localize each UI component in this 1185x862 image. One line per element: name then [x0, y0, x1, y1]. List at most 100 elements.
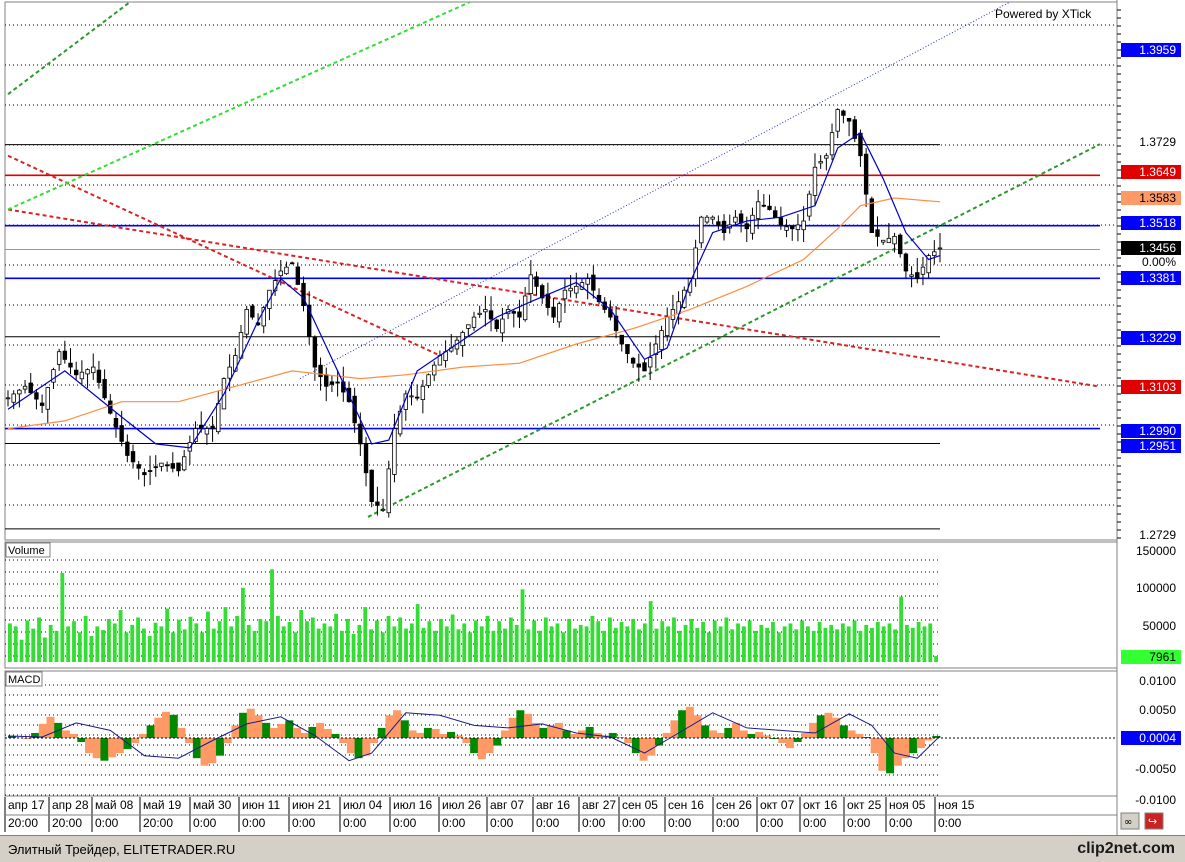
candle-body	[659, 330, 664, 350]
candle-body	[312, 336, 318, 368]
ma-short-line	[7, 131, 941, 449]
volume-bar	[852, 620, 857, 662]
macd-histogram-bar	[855, 733, 864, 738]
volume-bar	[194, 623, 199, 662]
volume-bar	[497, 621, 502, 662]
time-axis-time-label: 20:00	[8, 816, 38, 830]
volume-bar	[654, 628, 659, 662]
candle-body	[102, 379, 107, 399]
candle-body	[375, 501, 380, 506]
time-axis-date-label: ноя 15	[938, 798, 975, 812]
price-tag-label: 1.3583	[1139, 191, 1176, 205]
candle-body	[761, 204, 767, 207]
time-axis-time-label: 0:00	[803, 816, 827, 830]
candle-body	[909, 274, 914, 277]
volume-bar	[578, 624, 583, 662]
candle-body	[619, 334, 624, 345]
volume-bar	[235, 616, 239, 662]
volume-bar	[584, 626, 589, 662]
volume-bar	[689, 618, 694, 662]
price-tag-label: 1.3518	[1139, 216, 1176, 230]
volume-bar	[637, 629, 641, 662]
candle-body	[932, 251, 937, 256]
price-tag-label: 1.3381	[1139, 271, 1176, 285]
candle-body	[73, 369, 79, 376]
macd-histogram-bar	[115, 738, 124, 754]
macd-histogram-bar	[316, 722, 325, 738]
volume-bar	[456, 629, 461, 662]
volume-bar	[374, 620, 379, 662]
price-tag-box	[1121, 191, 1181, 205]
volume-bar	[118, 610, 123, 662]
macd-histogram-bar	[608, 732, 617, 738]
candle-body	[790, 225, 795, 230]
time-axis-time-label: 0:00	[193, 816, 217, 830]
candle-body	[937, 247, 943, 250]
candle-body	[613, 315, 619, 331]
candle-body	[534, 276, 539, 287]
time-axis-time-label: 0:00	[760, 816, 784, 830]
candle-body	[119, 425, 124, 442]
macd-pane-label: MACD	[8, 674, 40, 686]
candle-body	[176, 462, 181, 472]
candle-body	[45, 387, 50, 410]
candle-body	[5, 397, 11, 400]
clip2net-watermark: clip2net.com	[1077, 840, 1175, 857]
candle-body	[557, 303, 562, 323]
candle-body	[466, 324, 471, 329]
volume-bar	[433, 630, 438, 662]
volume-bar	[724, 617, 729, 662]
candle-body	[562, 289, 568, 300]
toolbar-button-exit[interactable]	[1144, 812, 1164, 830]
candle-body	[39, 402, 45, 406]
price-pane[interactable]	[4, 1, 1118, 541]
volume-bar	[928, 623, 933, 662]
volume-bar	[83, 616, 88, 662]
volume-bar	[334, 613, 339, 662]
macd-histogram-bar	[616, 736, 625, 738]
candle-body	[704, 216, 710, 223]
candle-body	[767, 205, 772, 210]
volume-bar	[765, 627, 770, 662]
macd-histogram-bar	[146, 725, 155, 738]
macd-histogram-bar	[755, 731, 764, 738]
price-tag-label: 0.00%	[1142, 255, 1176, 269]
volume-bar	[642, 623, 647, 662]
macd-histogram-bar	[408, 730, 417, 738]
glasses-icon: ∞	[1124, 817, 1132, 828]
volume-bar	[881, 626, 886, 662]
toolbar-button-glasses[interactable]	[1120, 812, 1140, 830]
macd-histogram-bar	[185, 738, 194, 744]
volume-bar	[281, 626, 286, 662]
volume-bar	[683, 624, 688, 662]
candle-body	[181, 456, 187, 471]
macd-histogram-bar	[916, 738, 925, 749]
macd-histogram-bar	[285, 720, 294, 738]
macd-histogram-bar	[508, 717, 517, 738]
macd-histogram-bar	[339, 738, 348, 744]
candle-body	[170, 463, 176, 469]
macd-histogram-bar	[778, 738, 787, 744]
time-axis-date-label: июл 16	[393, 798, 432, 812]
macd-histogram-bar	[323, 728, 332, 738]
time-axis-time-label: 20:00	[143, 816, 173, 830]
macd-last-value: 0.0004	[1139, 731, 1176, 745]
volume-bar	[345, 618, 350, 662]
volume-bar	[380, 632, 385, 662]
candle-body	[755, 201, 761, 219]
volume-bar	[171, 632, 175, 662]
candle-body	[96, 369, 102, 383]
macd-histogram-bar	[562, 730, 571, 738]
time-axis-date-label: окт 07	[760, 798, 795, 812]
volume-bar	[357, 624, 362, 662]
time-axis-time-label: 0:00	[242, 816, 266, 830]
time-axis-time-label: 0:00	[490, 816, 514, 830]
volume-bar	[782, 626, 787, 662]
candle-body	[392, 428, 397, 475]
candle-body	[136, 464, 141, 469]
macd-histogram-bar	[647, 738, 656, 756]
candle-body	[244, 309, 249, 335]
macd-axis-tick-label: 0.0050	[1139, 703, 1176, 717]
time-axis-date-label: окт 16	[803, 798, 838, 812]
